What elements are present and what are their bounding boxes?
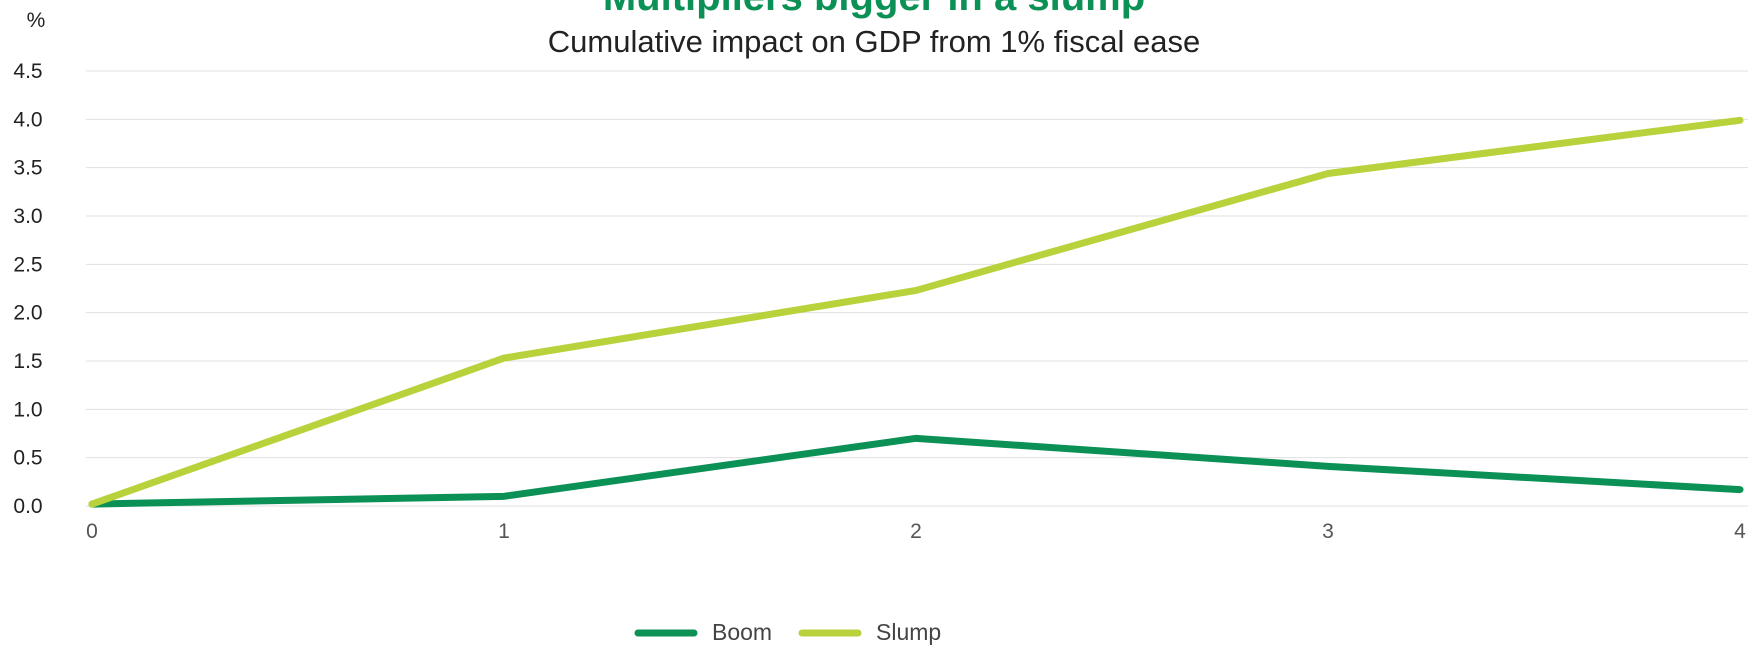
series-lines: [88, 116, 1744, 508]
y-tick-label: 2.0: [13, 302, 42, 325]
y-tick-label: 2.5: [13, 253, 42, 276]
y-tick-label: 3.0: [13, 205, 42, 228]
y-axis-unit: %: [27, 9, 46, 32]
x-tick-label: 1: [498, 520, 510, 543]
series-line-boom: [88, 434, 1744, 508]
y-tick-label: 4.0: [13, 108, 42, 131]
y-tick-label: 1.5: [13, 350, 42, 373]
y-tick-label: 4.5: [13, 60, 42, 83]
chart-title: Multipliers bigger in a slump: [603, 0, 1145, 19]
y-tick-label: 0.5: [13, 447, 42, 470]
x-tick-label: 3: [1322, 520, 1334, 543]
legend-label-boom: Boom: [712, 619, 772, 645]
y-tick-label: 0.0: [13, 495, 42, 518]
x-tick-labels: 0 1 2 3 4: [86, 520, 1746, 543]
legend-label-slump: Slump: [876, 619, 941, 645]
legend: Boom Slump: [634, 619, 941, 645]
x-tick-label: 2: [910, 520, 922, 543]
y-tick-label: 1.0: [13, 398, 42, 421]
series-line-slump: [88, 116, 1744, 508]
y-tick-label: 3.5: [13, 157, 42, 180]
x-tick-label: 4: [1734, 520, 1746, 543]
y-tick-labels: 0.0 0.5 1.0 1.5 2.0 2.5 3.0 3.5 4.0 4.5: [13, 60, 42, 518]
x-tick-label: 0: [86, 520, 98, 543]
chart-subtitle: Cumulative impact on GDP from 1% fiscal …: [548, 24, 1200, 59]
